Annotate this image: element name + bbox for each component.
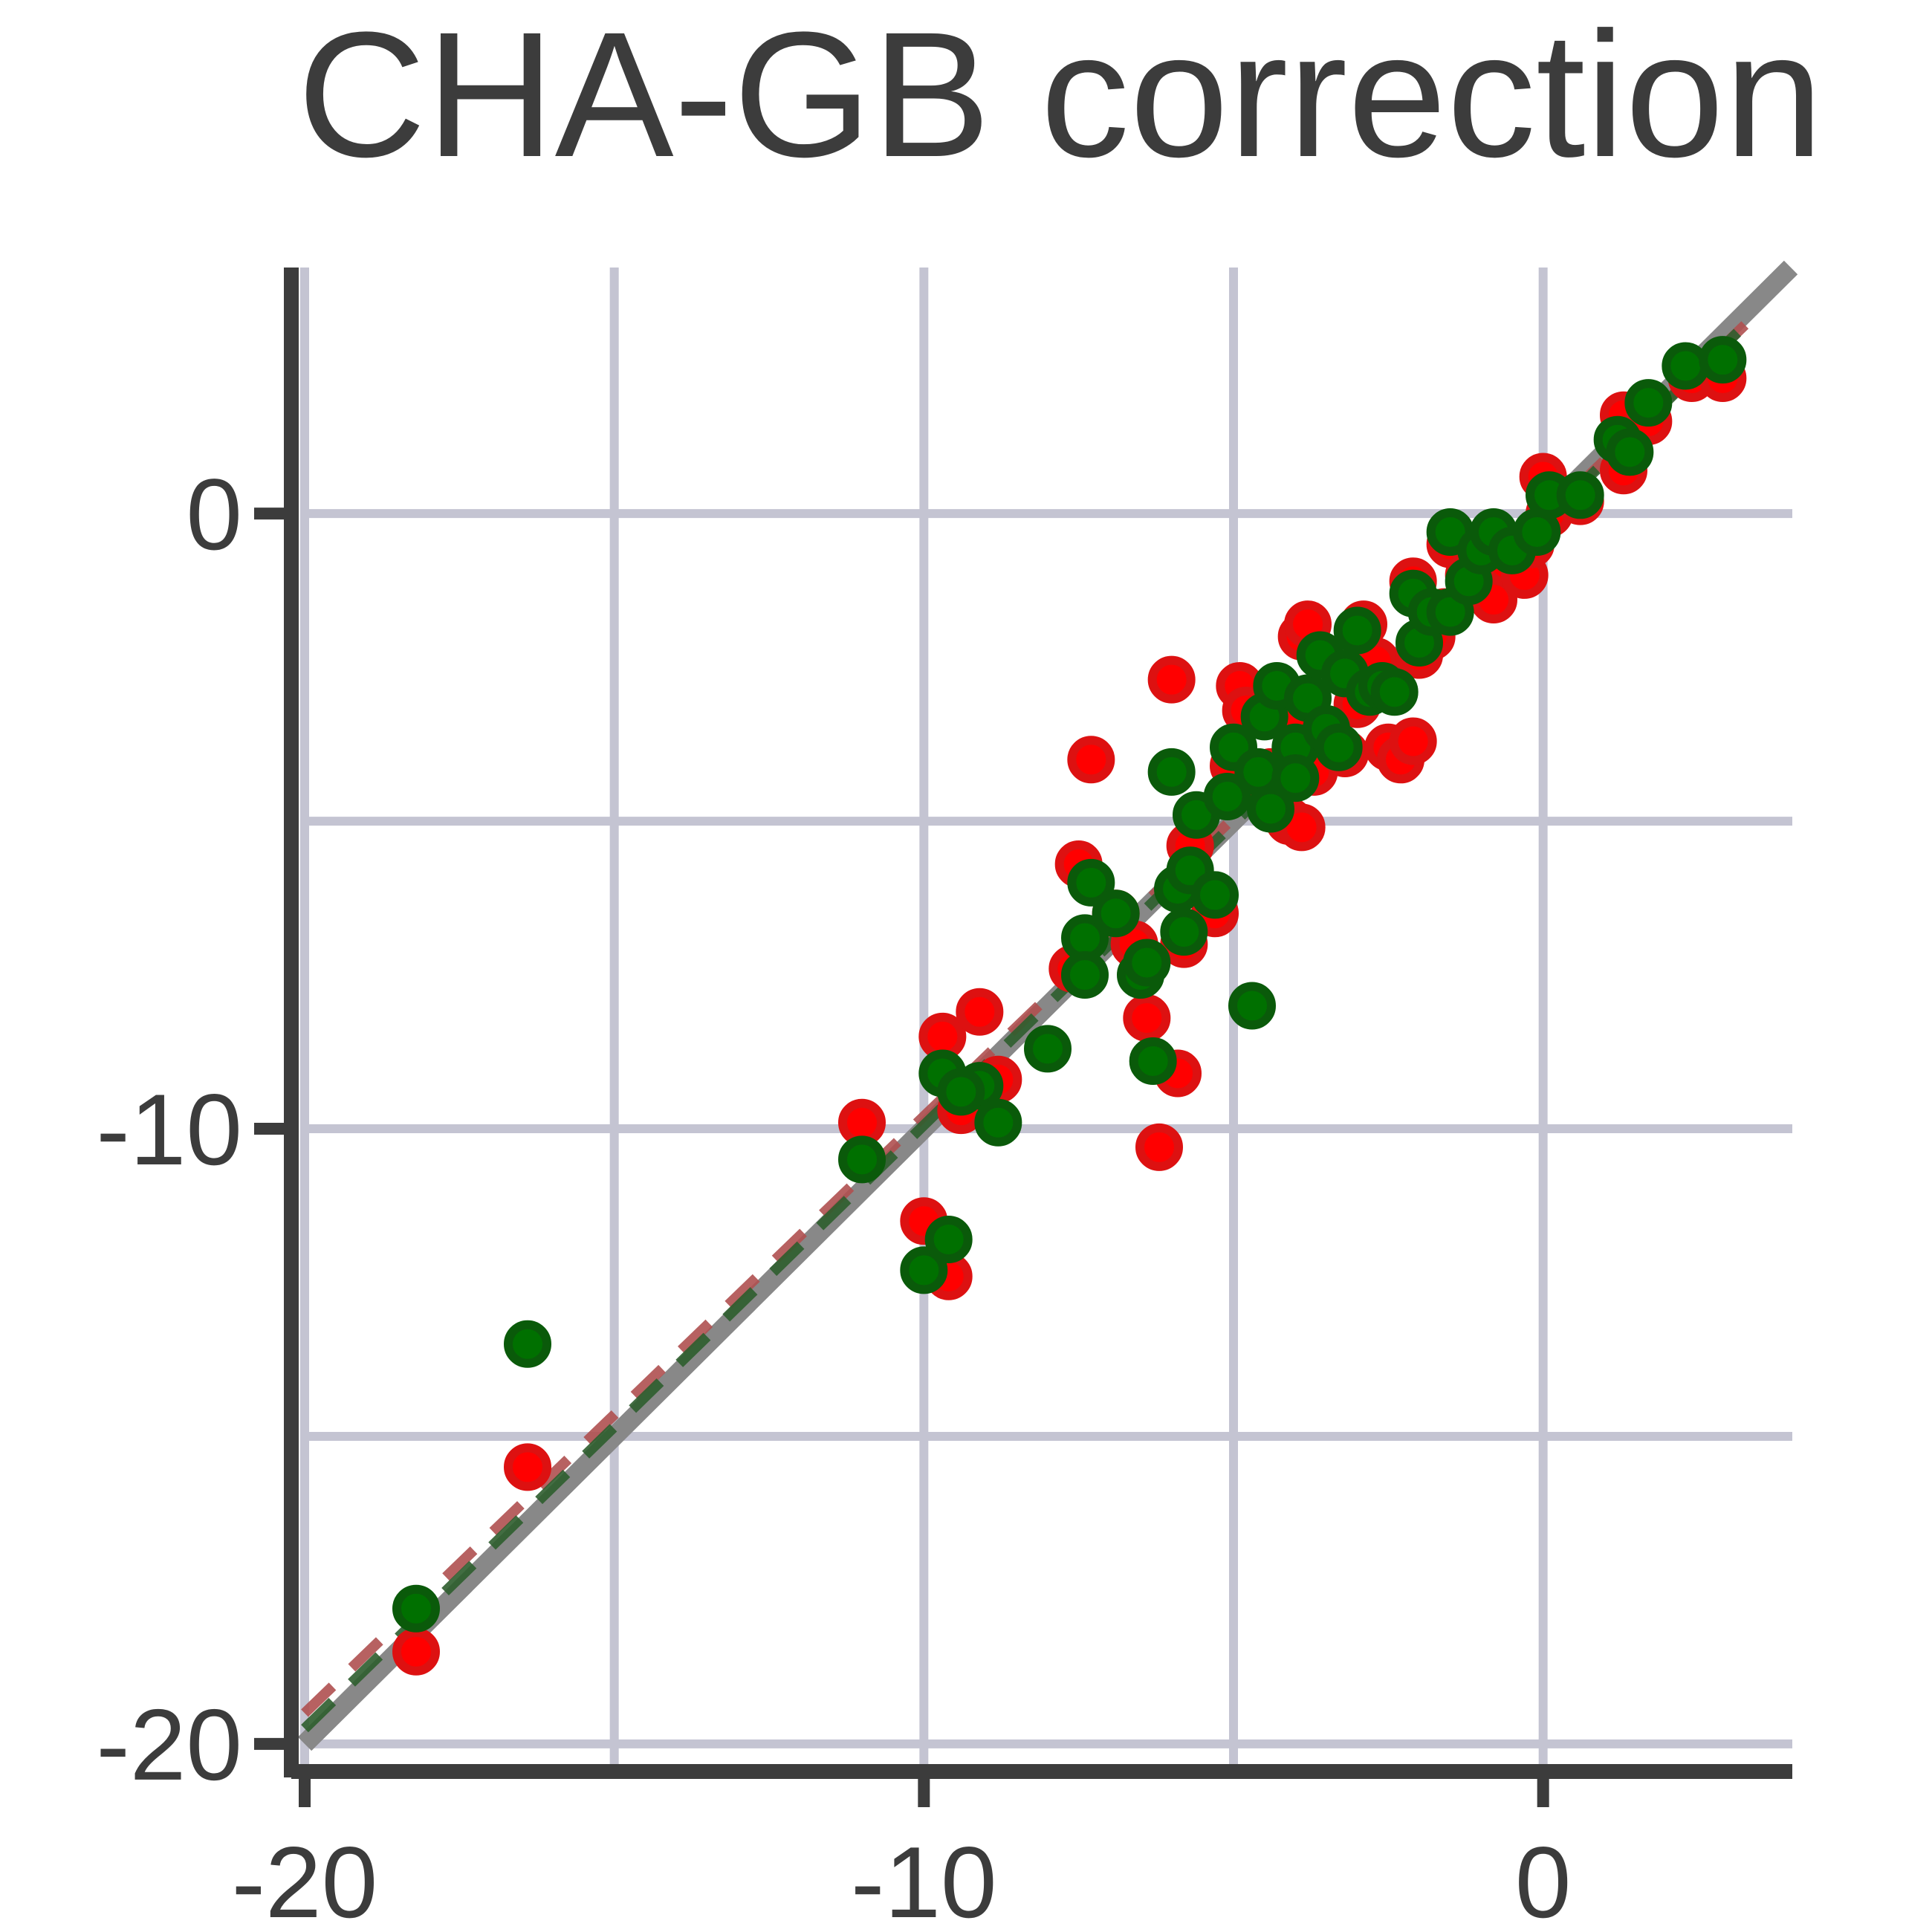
series-b-point	[1061, 951, 1109, 999]
y-tick-label: -20	[96, 1688, 242, 1801]
x-tick-label: -20	[232, 1826, 378, 1932]
data-points	[392, 336, 1747, 1676]
series-b-point	[900, 1246, 948, 1294]
series-b-point	[1333, 606, 1381, 655]
series-b-point	[1699, 336, 1747, 384]
series-b-point	[1370, 668, 1419, 716]
y-tick-label: -10	[96, 1073, 242, 1186]
series-b-point	[392, 1584, 440, 1633]
series-b-point	[974, 1098, 1022, 1147]
series-b-point	[1606, 428, 1654, 476]
series-b-point	[1191, 871, 1239, 919]
series-a-point	[1147, 655, 1196, 704]
series-b-point	[1067, 858, 1115, 907]
series-a-point	[1123, 994, 1171, 1042]
series-a-point	[1067, 736, 1115, 784]
series-b-point	[1092, 889, 1140, 938]
series-b-point	[924, 1216, 973, 1264]
series-a-point	[1135, 1123, 1183, 1171]
y-tick-label: 0	[186, 458, 242, 571]
tick-labels: -20 -10 0 -20 -10 0	[96, 458, 1571, 1932]
series-b-point	[1024, 1025, 1072, 1073]
series-b-point	[1160, 908, 1208, 956]
axes	[254, 268, 1792, 1807]
series-b-point	[1662, 342, 1710, 390]
series-b-point	[1123, 939, 1171, 987]
fit-line-2	[301, 313, 1757, 1733]
series-b-point	[1556, 471, 1604, 519]
series-b-point	[838, 1135, 886, 1184]
series-a-point	[392, 1627, 440, 1676]
series-b-point	[504, 1320, 551, 1368]
series-b-point	[1247, 785, 1294, 833]
series-a-point	[956, 988, 1004, 1036]
series-a-point	[504, 1443, 551, 1491]
x-tick-label: 0	[1515, 1826, 1572, 1932]
chart-title: CHA-GB correction	[297, 0, 1824, 194]
series-b-point	[1624, 379, 1673, 427]
series-a-point	[1389, 717, 1437, 765]
series-b-point	[1129, 1037, 1177, 1085]
x-tick-label: -10	[851, 1826, 997, 1932]
series-b-point	[1315, 723, 1363, 771]
series-b-point	[1228, 982, 1276, 1030]
series-b-point	[1147, 748, 1196, 796]
series-b-point	[1203, 772, 1251, 820]
series-b-point	[1271, 754, 1320, 803]
series-b-point	[937, 1068, 985, 1116]
